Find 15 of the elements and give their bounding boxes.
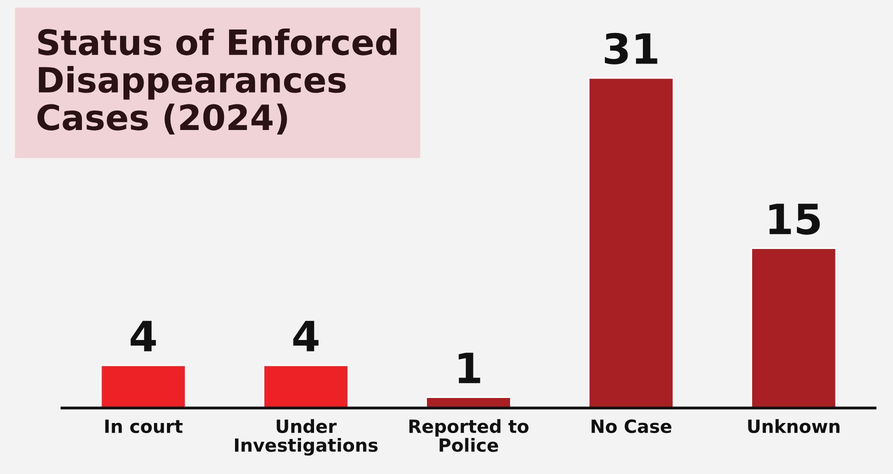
x-tick-label: In court [105,420,183,434]
bar [588,77,674,408]
data-label: 31 [604,32,658,64]
bar [262,364,349,408]
data-label: 4 [293,320,318,352]
x-tick-label: Under Investigations [235,419,378,456]
bar [100,364,186,408]
data-label: 1 [458,352,480,384]
data-label: 15 [769,204,820,235]
x-tick-label: Reported to Police [409,419,528,452]
data-label: 4 [130,320,156,352]
x-tick-label: Unknown [748,419,840,434]
x-tick-label: No Case [592,419,672,434]
chart-title: Status of Enforced Disappearances Cases (2024) [37,28,396,135]
bar [750,248,837,408]
